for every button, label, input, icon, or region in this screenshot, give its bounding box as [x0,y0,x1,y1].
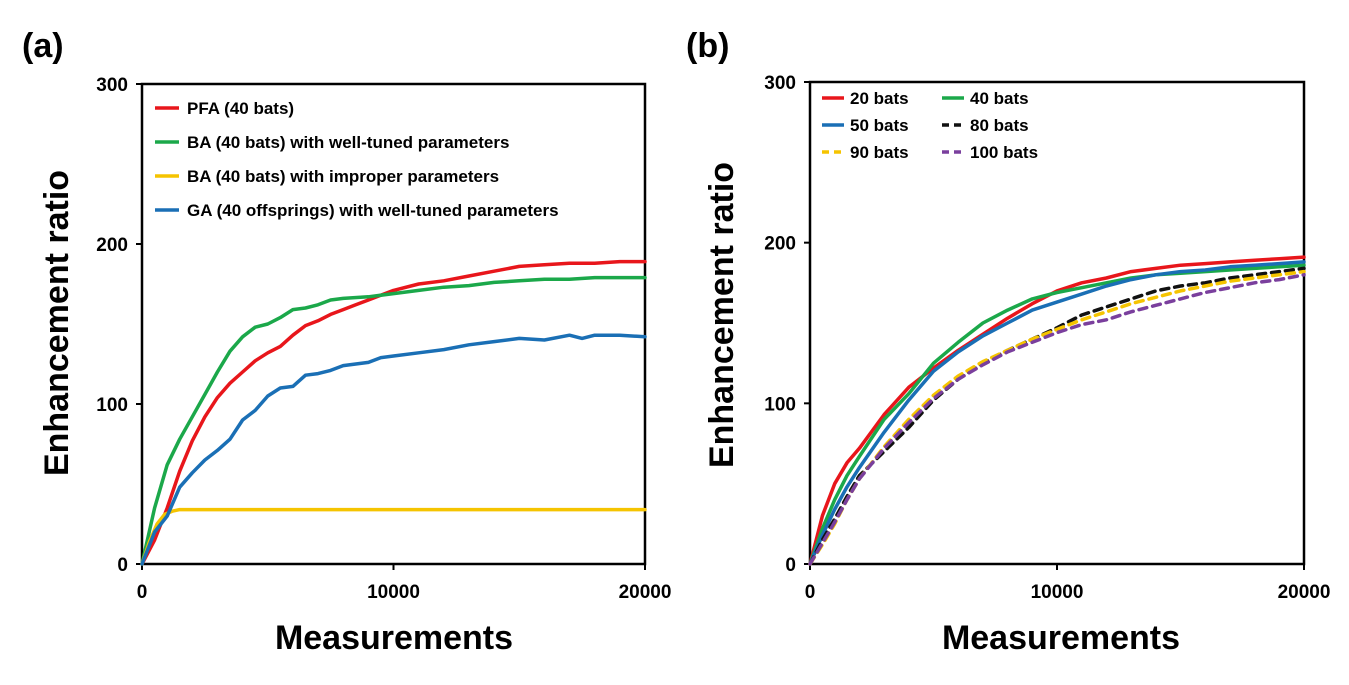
panel-a-legend-label: BA (40 bats) with well-tuned parameters [187,133,509,152]
panel-b-y-tick-label: 0 [785,555,796,576]
panel-b-y-tick-label: 300 [764,73,796,94]
panel-b-y-axis-label: Enhancement ratio [703,162,741,468]
panel-a-series-line-ba-40-bats-with-improper-parameters [140,507,647,566]
panel-b-series-line-20-bats [808,255,1306,566]
panel-a-legend-label: GA (40 offsprings) with well-tuned param… [187,201,559,220]
panel-a-series-line-ga-40-offsprings-with-well-tuned-parameters [140,333,647,566]
panel-a-legend-label: PFA (40 bats) [187,99,294,118]
panel-a-series-line-pfa-40-bats [140,259,647,566]
panel-a-legend-label: BA (40 bats) with improper parameters [187,167,499,186]
panel-b-y-tick-label: 200 [764,234,796,255]
panel-b-label: (b) [686,27,729,65]
panel-a-series-line-ba-40-bats-with-well-tuned-parameters [140,275,647,566]
panel-b-legend-label: 100 bats [970,143,1038,162]
panel-a-y-tick-label: 300 [96,75,128,96]
panel-a-y-tick-label: 200 [96,235,128,256]
panel-b-legend-label: 80 bats [970,116,1029,135]
panel-b-series-line-40-bats [808,263,1306,566]
panel-a-y-axis-label: Enhancement ratio [38,170,76,476]
panel-b-legend-label: 90 bats [850,143,909,162]
panel-a-x-tick-label: 0 [137,582,148,603]
panel-a-x-tick-label: 20000 [619,582,672,603]
panel-b-x-tick-label: 20000 [1278,582,1331,603]
panel-b-y-tick-label: 100 [764,394,796,415]
panel-a-x-tick-label: 10000 [367,582,420,603]
panel-b-x-tick-label: 0 [805,582,816,603]
panel-b-legend-label: 20 bats [850,89,909,108]
panel-b-x-tick-label: 10000 [1031,582,1084,603]
panel-a-plot-frame [140,82,647,566]
panel-a-y-tick-label: 0 [117,555,128,576]
panel-b-series-line-50-bats [808,260,1306,566]
panel-b-series-line-100-bats [808,273,1306,566]
panel-b-x-axis-label: Measurements [942,619,1180,657]
panel-a: (a) Enhancement ratio Measurements 0 100 2… [22,27,671,657]
panel-a-y-tick-label: 100 [96,395,128,416]
panel-b-legend-label: 40 bats [970,89,1029,108]
panel-b-marks: 0 100 200 300 0 10000 20000 20 bats 40 bats 50 ba… [764,73,1330,603]
panel-a-x-axis-label: Measurements [275,619,513,657]
panel-b-legend-label: 50 bats [850,116,909,135]
panel-a-marks: 0 100 200 300 0 10000 20000 PFA (40 bats) BA (40… [96,75,671,603]
panel-a-label: (a) [22,27,64,65]
panel-b: (b) Enhancement ratio Measurements 0 100 2… [686,27,1330,657]
